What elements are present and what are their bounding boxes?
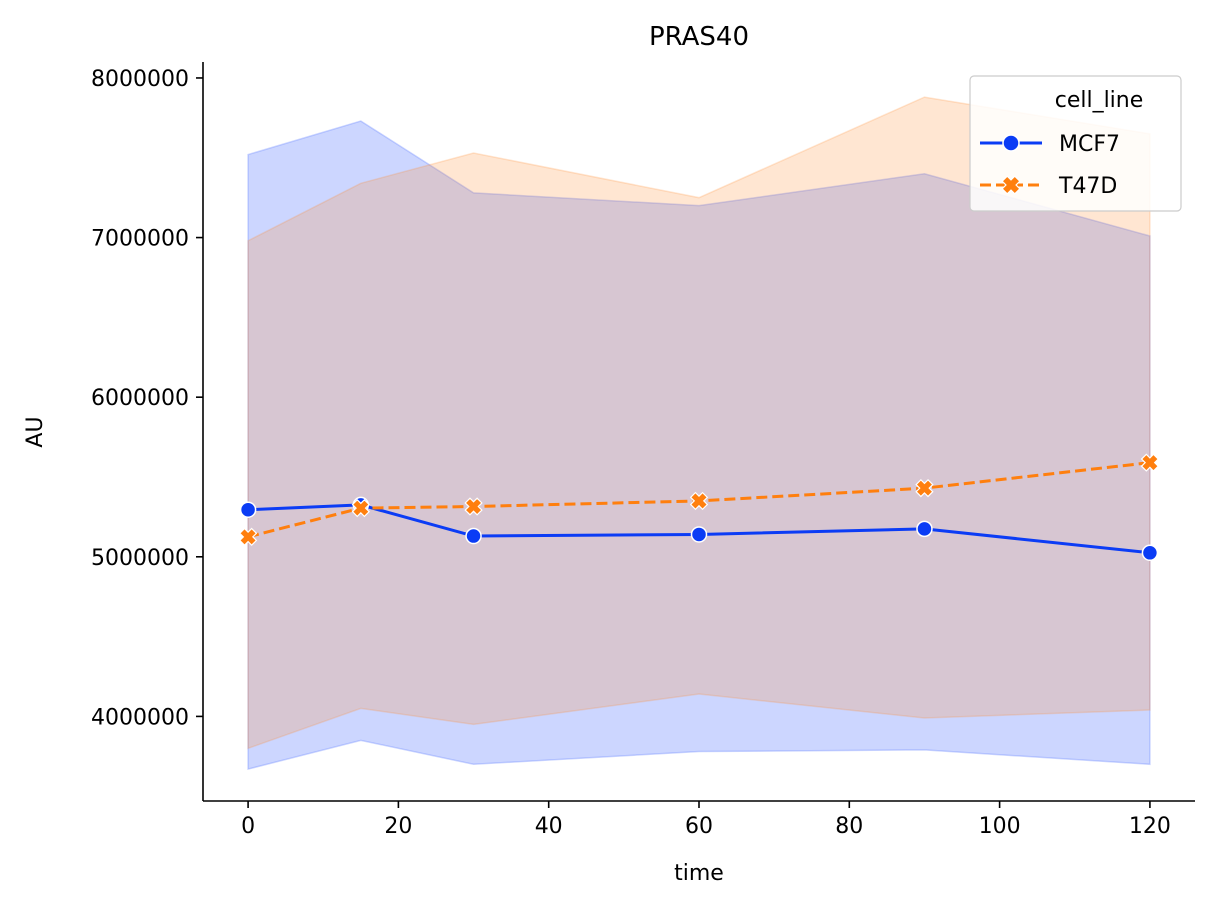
ci-band-mcf7 [247,120,1151,771]
series-line-t47d [247,461,1151,539]
x-tick-label: 0 [241,814,255,839]
y-tick-label: 6000000 [91,386,189,411]
data-point-t47d [915,478,934,498]
x-tick-label: 80 [835,814,863,839]
data-point-mcf7 [916,520,933,538]
series-markers [238,453,1160,562]
data-point-t47d [464,497,483,516]
legend-box [969,75,1182,212]
x-axis-label: time [674,861,724,886]
y-tick-label: 7000000 [91,227,189,252]
x-tick-label: 100 [979,814,1021,839]
series-line-mcf7 [248,503,1151,555]
legend-title: cell_line [1055,88,1144,113]
data-point-mcf7 [239,501,257,518]
axes: 0 20 40 60 80 100 120 4000000 5000000 6000000 7000… [91,62,1195,839]
data-point-t47d [689,491,709,511]
legend-marker-mcf7 [1002,134,1020,152]
x-tick-label: 40 [535,814,563,839]
legend-label-t47d: T47D [1058,174,1117,199]
series-lines [247,461,1151,555]
x-tick-label: 120 [1129,814,1171,839]
legend: cell_line MCF7 T47D [969,75,1182,212]
confidence-bands [247,96,1151,771]
legend-marker-t47d [1001,175,1021,195]
y-tick-label: 5000000 [91,546,189,571]
data-point-mcf7 [690,526,708,543]
y-tick-label: 8000000 [91,67,189,92]
data-point-mcf7 [465,527,482,545]
data-point-mcf7 [1141,544,1159,562]
data-point-t47d [351,498,370,518]
chart-title: PRAS40 [649,22,749,52]
y-tick-label: 4000000 [91,705,189,730]
data-point-t47d [1140,453,1160,472]
x-tick-label: 20 [384,814,412,839]
legend-label-mcf7: MCF7 [1059,132,1120,157]
y-axis-label: AU [23,416,48,447]
data-point-t47d [238,527,258,547]
x-tick-label: 60 [685,814,713,839]
ci-band-t47d [247,96,1151,750]
